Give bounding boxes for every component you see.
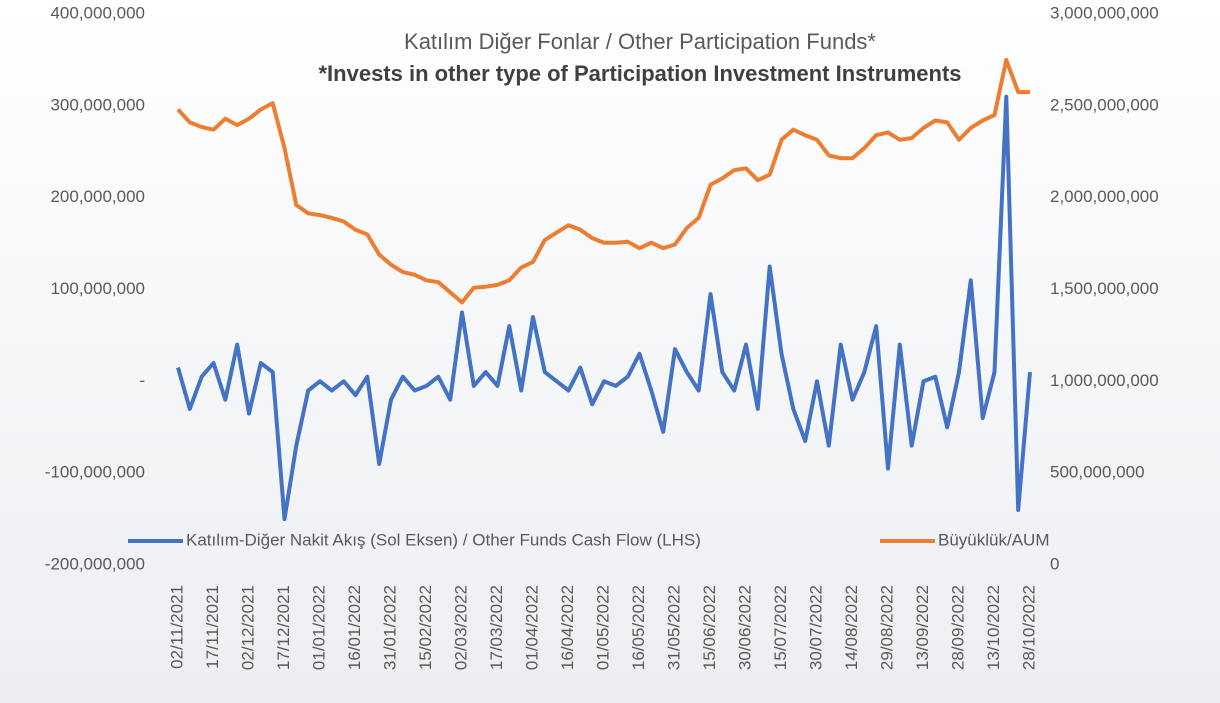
x-tick-label: 30/07/2022 bbox=[806, 585, 825, 670]
y2-tick-label: 1,500,000,000 bbox=[1050, 279, 1159, 298]
y-tick-label: 400,000,000 bbox=[50, 3, 145, 22]
x-tick-label: 01/05/2022 bbox=[593, 585, 612, 670]
x-tick-label: 02/03/2022 bbox=[451, 585, 470, 670]
x-tick-label: 13/10/2022 bbox=[984, 585, 1003, 670]
x-tick-label: 01/01/2022 bbox=[309, 585, 328, 670]
y2-tick-label: 2,000,000,000 bbox=[1050, 187, 1159, 206]
x-tick-label: 17/03/2022 bbox=[487, 585, 506, 670]
x-tick-label: 02/12/2021 bbox=[238, 585, 257, 670]
y-tick-label: 200,000,000 bbox=[50, 187, 145, 206]
x-tick-label: 28/09/2022 bbox=[948, 585, 967, 670]
y-tick-label: -200,000,000 bbox=[45, 554, 145, 573]
y-tick-label: 100,000,000 bbox=[50, 279, 145, 298]
y2-tick-label: 3,000,000,000 bbox=[1050, 3, 1159, 22]
y-tick-label: 300,000,000 bbox=[50, 95, 145, 114]
y-tick-label: - bbox=[139, 371, 145, 390]
x-tick-label: 17/11/2021 bbox=[203, 585, 222, 669]
x-tick-label: 16/01/2022 bbox=[345, 585, 364, 670]
x-tick-label: 16/05/2022 bbox=[629, 585, 648, 670]
x-tick-label: 16/04/2022 bbox=[558, 585, 577, 670]
series-line bbox=[176, 94, 1032, 522]
y2-tick-label: 0 bbox=[1050, 554, 1059, 573]
chart-subtitle: *Invests in other type of Participation … bbox=[318, 61, 961, 86]
x-tick-label: 01/04/2022 bbox=[522, 585, 541, 670]
x-tick-label: 15/07/2022 bbox=[771, 585, 790, 670]
x-tick-label: 29/08/2022 bbox=[877, 585, 896, 670]
y-tick-label: -100,000,000 bbox=[45, 463, 145, 482]
x-tick-label: 14/08/2022 bbox=[842, 585, 861, 670]
x-tick-label: 31/05/2022 bbox=[664, 585, 683, 670]
y2-tick-label: 1,000,000,000 bbox=[1050, 371, 1159, 390]
series-line bbox=[176, 57, 1030, 305]
x-tick-label: 15/06/2022 bbox=[700, 585, 719, 670]
x-tick-label: 31/01/2022 bbox=[380, 585, 399, 670]
legend-label: Büyüklük/AUM bbox=[938, 530, 1049, 549]
x-tick-label: 13/09/2022 bbox=[913, 585, 932, 670]
chart-title: Katılım Diğer Fonlar / Other Participati… bbox=[404, 29, 876, 54]
legend-label: Katılım-Diğer Nakit Akış (Sol Eksen) / O… bbox=[186, 530, 701, 549]
x-tick-label: 17/12/2021 bbox=[274, 585, 293, 670]
x-tick-label: 02/11/2021 bbox=[167, 585, 186, 669]
x-tick-label: 15/02/2022 bbox=[416, 585, 435, 670]
y2-tick-label: 2,500,000,000 bbox=[1050, 95, 1159, 114]
x-tick-label: 28/10/2022 bbox=[1019, 585, 1038, 670]
y2-tick-label: 500,000,000 bbox=[1050, 463, 1145, 482]
x-tick-label: 30/06/2022 bbox=[735, 585, 754, 670]
